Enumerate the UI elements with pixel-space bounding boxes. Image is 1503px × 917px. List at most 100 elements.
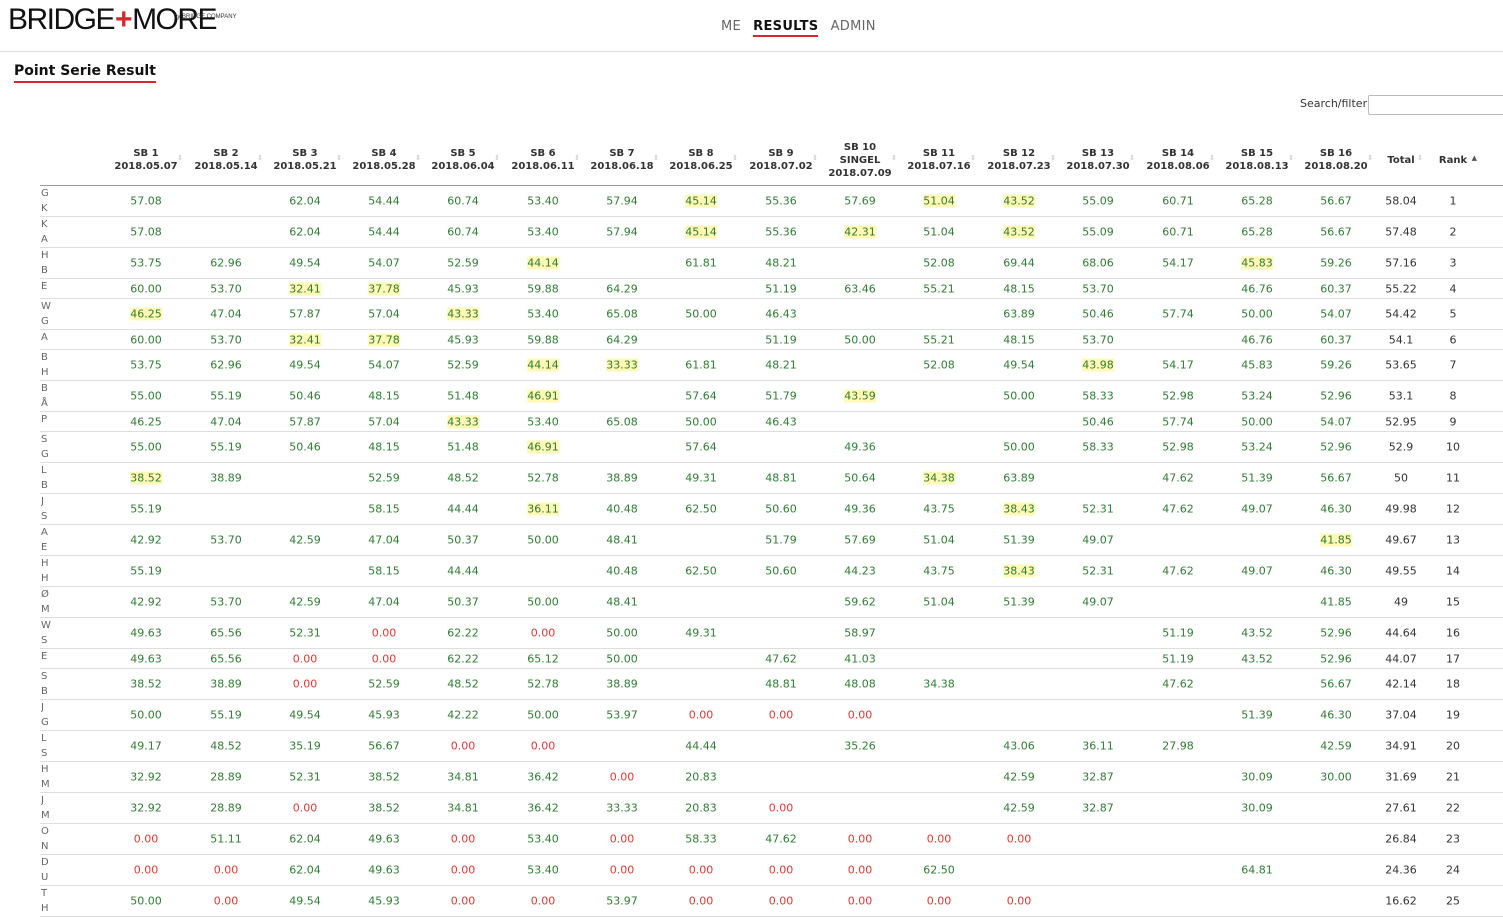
rank-cell: 2 (1449, 225, 1457, 239)
score-cell: 65.28 (1241, 194, 1273, 208)
table-row[interactable]: J S 55.19 58.15 44.44 36.11 40.48 62.50 50.60 49.… (40, 494, 1503, 525)
player-name: E (41, 281, 48, 292)
score-cell: 45.93 (447, 333, 479, 346)
score-cell: 40.48 (606, 502, 638, 516)
score-cell: 0.00 (1006, 832, 1032, 846)
total-cell: 26.84 (1385, 832, 1417, 846)
nav-item-me[interactable]: ME (721, 19, 742, 34)
rank-cell: 15 (1446, 595, 1460, 609)
rank-cell: 18 (1446, 677, 1460, 691)
column-header-sb-7[interactable]: SB 7 2018.06.18 ⇕ (583, 135, 661, 185)
table-row[interactable]: P 46.25 47.04 57.87 57.04 43.33 53.40 65.08 50.0… (40, 412, 1503, 432)
table-row[interactable]: T H 50.00 0.00 49.54 45.93 0.00 0.00 53.97 0.00 0.… (40, 886, 1503, 917)
score-cell: 60.71 (1162, 194, 1194, 208)
search-input[interactable] (1368, 95, 1503, 115)
column-header-sb-12[interactable]: SB 12 2018.07.23 ⇕ (980, 135, 1058, 185)
player-name: L (41, 733, 47, 744)
player-name: G (41, 717, 49, 728)
player-name: S (41, 511, 48, 522)
total-cell: 53.65 (1385, 358, 1417, 372)
score-cell-dropped: 38.43 (1003, 502, 1035, 516)
table-row[interactable]: L S 49.17 48.52 35.19 56.67 0.00 0.00 44.44 35.26… (40, 731, 1503, 762)
nav-item-admin[interactable]: ADMIN (830, 19, 876, 34)
score-cell: 54.44 (368, 225, 400, 239)
score-cell-dropped: 38.52 (130, 471, 162, 485)
rank-cell: 23 (1446, 832, 1460, 846)
player-name: S (41, 748, 48, 759)
table-row[interactable]: Ø M 42.92 53.70 42.59 47.04 50.37 50.00 48.41 59.… (40, 587, 1503, 618)
column-header-sb-4[interactable]: SB 4 2018.05.28 ⇕ (345, 135, 423, 185)
table-row[interactable]: S G 55.00 55.19 50.46 48.15 51.48 46.91 57.64 49.… (40, 432, 1503, 463)
column-header-sb-2[interactable]: SB 2 2018.05.14 ⇕ (187, 135, 265, 185)
column-header-sb-13[interactable]: SB 13 2018.07.30 ⇕ (1059, 135, 1137, 185)
table-row[interactable]: H M 32.92 28.89 52.31 38.52 34.81 36.42 0.00 20.8… (40, 762, 1503, 793)
column-header-sb-14[interactable]: SB 14 2018.08.06 ⇕ (1139, 135, 1217, 185)
score-cell: 54.07 (368, 256, 400, 270)
score-cell: 57.74 (1162, 415, 1194, 428)
score-cell: 0.00 (926, 894, 952, 908)
column-header-sb-6[interactable]: SB 6 2018.06.11 ⇕ (504, 135, 582, 185)
sort-icon: ⇕ (1367, 154, 1373, 162)
score-cell: 53.40 (527, 415, 559, 428)
score-cell: 0.00 (530, 739, 556, 753)
column-header-sb-1[interactable]: SB 1 2018.05.07 ⇕ (107, 135, 185, 185)
column-header-text: SB 11 (922, 148, 956, 159)
column-header-sb-9[interactable]: SB 9 2018.07.02 ⇕ (742, 135, 820, 185)
score-cell: 55.00 (130, 389, 162, 403)
score-cell: 50.00 (685, 415, 717, 428)
column-header-sb-15[interactable]: SB 15 2018.08.13 ⇕ (1218, 135, 1296, 185)
table-row[interactable]: W S 49.63 65.56 52.31 0.00 62.22 0.00 50.00 49.31… (40, 618, 1503, 649)
table-row[interactable]: L B 38.52 38.89 52.59 48.52 52.78 38.89 49.31 48.… (40, 463, 1503, 494)
table-row[interactable]: A E 42.92 53.70 42.59 47.04 50.37 50.00 48.41 51.… (40, 525, 1503, 556)
table-row[interactable]: S B 38.52 38.89 0.00 52.59 48.52 52.78 38.89 48.8… (40, 669, 1503, 700)
table-row[interactable]: H B 53.75 62.96 49.54 54.07 52.59 44.14 61.81 48.… (40, 248, 1503, 279)
column-header-sb-10[interactable]: SB 10 SINGEL 2018.07.09 ⇕ (821, 135, 899, 185)
table-row[interactable]: W G 46.25 47.04 57.87 57.04 43.33 53.40 65.08 50.… (40, 299, 1503, 330)
score-cell: 38.89 (210, 677, 242, 691)
table-row[interactable]: D U 0.00 0.00 62.04 49.63 0.00 53.40 0.00 0.00 0.0… (40, 855, 1503, 886)
column-header-sb-3[interactable]: SB 3 2018.05.21 ⇕ (266, 135, 344, 185)
table-row[interactable]: B H 53.75 62.96 49.54 54.07 52.59 44.14 33.33 61.… (40, 350, 1503, 381)
table-row[interactable]: H H 55.19 58.15 44.44 40.48 62.50 50.60 44.23 43.… (40, 556, 1503, 587)
score-cell: 49.54 (289, 894, 321, 908)
score-cell: 57.04 (368, 307, 400, 321)
score-cell: 0.00 (768, 801, 794, 815)
column-header-total[interactable]: Total ⇕ (1377, 135, 1425, 185)
score-cell: 30.09 (1241, 801, 1273, 815)
table-row[interactable]: E 60.00 53.70 32.41 37.78 45.93 59.88 64.29 51.1… (40, 279, 1503, 299)
total-cell: 34.91 (1385, 739, 1417, 753)
player-names: P (41, 412, 53, 431)
brand-logo[interactable]: BRIDGE+MORE by BRIDGE COMPANY (8, 3, 237, 36)
sort-icon: ⇕ (177, 154, 183, 162)
column-header-rank[interactable]: Rank ▲ (1427, 135, 1479, 185)
column-header-text: SB 16 (1319, 148, 1353, 159)
score-cell-dropped: 43.33 (447, 307, 479, 321)
column-header-text: SB 5 (450, 148, 476, 159)
table-row[interactable]: B Å 55.00 55.19 50.46 48.15 51.48 46.91 57.64 51.… (40, 381, 1503, 412)
table-row[interactable]: G K 57.08 62.04 54.44 60.74 53.40 57.94 45.14 55.… (40, 186, 1503, 217)
column-header-text: SB 7 (609, 148, 635, 159)
brand-word-1: BRIDGE (8, 3, 116, 36)
score-cell: 0.00 (688, 894, 714, 908)
score-cell: 0.00 (133, 863, 159, 877)
table-row[interactable]: O N 0.00 51.11 62.04 49.63 0.00 53.40 0.00 58.33 4… (40, 824, 1503, 855)
score-cell: 53.97 (606, 708, 638, 722)
nav-item-results[interactable]: RESULTS (753, 19, 819, 37)
column-header-sb-16[interactable]: SB 16 2018.08.20 ⇕ (1297, 135, 1375, 185)
score-cell: 35.19 (289, 739, 321, 753)
total-cell: 53.1 (1388, 389, 1414, 403)
table-row[interactable]: E 49.63 65.56 0.00 0.00 62.22 65.12 50.00 47.62 4… (40, 649, 1503, 669)
table-row[interactable]: J M 32.92 28.89 0.00 38.52 34.81 36.42 33.33 20.8… (40, 793, 1503, 824)
column-header-sb-5[interactable]: SB 5 2018.06.04 ⇕ (424, 135, 502, 185)
score-cell: 53.70 (1082, 282, 1114, 295)
score-cell: 51.04 (923, 533, 955, 547)
table-row[interactable]: J G 50.00 55.19 49.54 45.93 42.22 50.00 53.97 0.0… (40, 700, 1503, 731)
column-header-sb-8[interactable]: SB 8 2018.06.25 ⇕ (662, 135, 740, 185)
score-cell: 62.96 (210, 256, 242, 270)
table-row[interactable]: K A 57.08 62.04 54.44 60.74 53.40 57.94 45.14 55.… (40, 217, 1503, 248)
table-row[interactable]: A 60.00 53.70 32.41 37.78 45.93 59.88 64.29 51.1… (40, 330, 1503, 350)
score-cell: 53.70 (1082, 333, 1114, 346)
column-header-sb-11[interactable]: SB 11 2018.07.16 ⇕ (900, 135, 978, 185)
